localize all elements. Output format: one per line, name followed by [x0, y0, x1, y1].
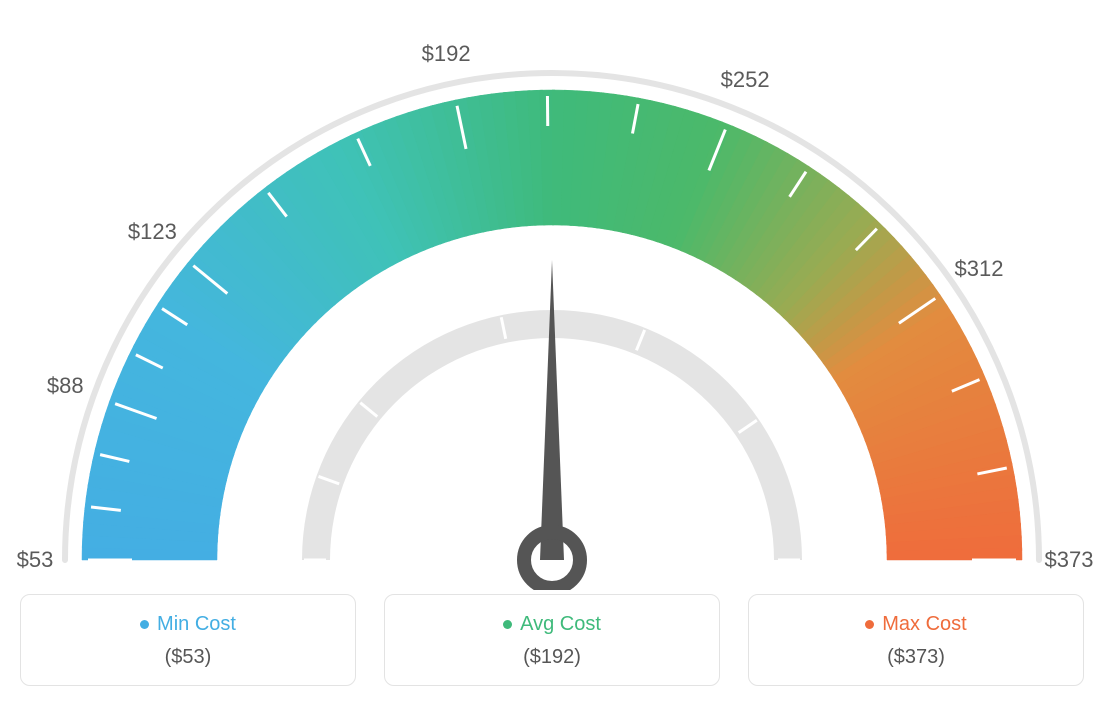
cost-gauge-chart: $53$88$123$192$252$312$373 Min Cost ($53…: [20, 20, 1084, 686]
gauge-tick-label: $88: [47, 373, 84, 399]
dot-icon: [140, 620, 149, 629]
legend-title-label: Avg Cost: [520, 613, 601, 636]
legend-card-min: Min Cost ($53): [20, 594, 356, 686]
legend-card-max: Max Cost ($373): [748, 594, 1084, 686]
legend-title-min: Min Cost: [140, 613, 236, 636]
legend-card-avg: Avg Cost ($192): [384, 594, 720, 686]
gauge-svg: [20, 20, 1084, 590]
legend-title-label: Min Cost: [157, 613, 236, 636]
dot-icon: [503, 620, 512, 629]
gauge-tick-label: $53: [17, 547, 54, 573]
legend-value-max: ($373): [759, 646, 1073, 669]
gauge-tick-label: $252: [721, 67, 770, 93]
legend-title-label: Max Cost: [882, 613, 966, 636]
dot-icon: [865, 620, 874, 629]
gauge-tick-label: $192: [422, 41, 471, 67]
gauge-tick-label: $373: [1045, 547, 1094, 573]
legend-value-min: ($53): [31, 646, 345, 669]
gauge-tick-label: $312: [955, 256, 1004, 282]
gauge-tick-label: $123: [128, 219, 177, 245]
legend-row: Min Cost ($53) Avg Cost ($192) Max Cost …: [20, 594, 1084, 686]
legend-title-max: Max Cost: [865, 613, 966, 636]
legend-value-avg: ($192): [395, 646, 709, 669]
legend-title-avg: Avg Cost: [503, 613, 601, 636]
gauge-area: $53$88$123$192$252$312$373: [20, 20, 1084, 590]
